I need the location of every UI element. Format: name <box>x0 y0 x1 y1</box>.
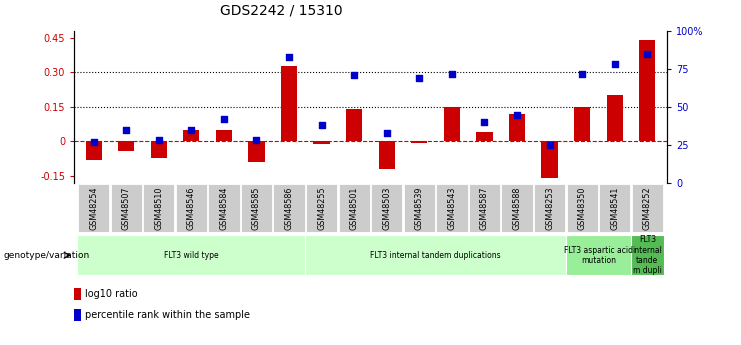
Point <box>185 127 197 132</box>
Point <box>348 72 360 78</box>
Text: GSM48501: GSM48501 <box>350 186 359 229</box>
Text: GSM48254: GSM48254 <box>89 186 98 230</box>
Text: GSM48253: GSM48253 <box>545 186 554 230</box>
Bar <box>574 107 591 141</box>
Bar <box>444 107 460 141</box>
Bar <box>281 66 297 141</box>
Text: GSM48252: GSM48252 <box>643 186 652 230</box>
Point <box>544 142 556 148</box>
Bar <box>371 184 402 232</box>
Bar <box>150 141 167 158</box>
Bar <box>566 235 631 275</box>
Text: GSM48503: GSM48503 <box>382 186 391 229</box>
Bar <box>599 184 631 232</box>
Text: GSM48541: GSM48541 <box>611 186 619 229</box>
Bar <box>339 184 370 232</box>
Text: GSM48539: GSM48539 <box>415 186 424 230</box>
Bar <box>411 141 428 142</box>
Point <box>642 51 654 57</box>
Text: GSM48587: GSM48587 <box>480 186 489 230</box>
Text: GSM48586: GSM48586 <box>285 186 293 229</box>
Bar <box>208 184 239 232</box>
Bar <box>248 141 265 162</box>
Bar <box>306 184 337 232</box>
Bar <box>176 184 207 232</box>
Text: GSM48255: GSM48255 <box>317 186 326 230</box>
Bar <box>74 288 82 300</box>
Bar <box>476 132 493 141</box>
Bar <box>85 141 102 160</box>
Bar <box>183 130 199 141</box>
Text: GSM48584: GSM48584 <box>219 186 228 229</box>
Text: FLT3 internal tandem duplications: FLT3 internal tandem duplications <box>370 251 501 260</box>
Text: GSM48507: GSM48507 <box>122 186 130 230</box>
Text: log10 ratio: log10 ratio <box>84 289 137 299</box>
Bar <box>632 184 663 232</box>
Bar <box>74 309 82 321</box>
Bar <box>509 114 525 141</box>
Bar <box>118 141 134 151</box>
Text: GSM48543: GSM48543 <box>448 186 456 229</box>
Text: GSM48546: GSM48546 <box>187 186 196 229</box>
Bar <box>77 235 305 275</box>
Text: FLT3 wild type: FLT3 wild type <box>164 251 219 260</box>
Point <box>153 138 165 143</box>
Point <box>218 116 230 122</box>
Text: GDS2242 / 15310: GDS2242 / 15310 <box>220 3 343 17</box>
Bar <box>607 96 623 141</box>
Bar <box>143 184 174 232</box>
Point <box>283 54 295 60</box>
Text: GSM48585: GSM48585 <box>252 186 261 230</box>
Text: GSM48588: GSM48588 <box>513 186 522 229</box>
Point <box>87 139 99 145</box>
Text: GSM48510: GSM48510 <box>154 186 163 229</box>
Text: percentile rank within the sample: percentile rank within the sample <box>84 310 250 320</box>
Point <box>413 75 425 81</box>
Bar <box>639 40 656 141</box>
Bar <box>542 141 558 178</box>
Bar <box>631 235 664 275</box>
Bar <box>110 184 142 232</box>
Bar <box>567 184 598 232</box>
Bar <box>502 184 533 232</box>
Point <box>479 119 491 125</box>
Bar <box>305 235 566 275</box>
Bar <box>241 184 272 232</box>
Text: FLT3 aspartic acid
mutation: FLT3 aspartic acid mutation <box>564 246 633 265</box>
Point <box>250 138 262 143</box>
Bar <box>346 109 362 141</box>
Point <box>381 130 393 136</box>
Point <box>609 62 621 67</box>
Bar <box>313 141 330 144</box>
Bar <box>78 184 109 232</box>
Bar <box>216 130 232 141</box>
Bar <box>273 184 305 232</box>
Point <box>316 122 328 128</box>
Text: FLT3
internal
tande
m dupli: FLT3 internal tande m dupli <box>632 235 662 275</box>
Text: genotype/variation: genotype/variation <box>4 251 90 260</box>
Bar <box>379 141 395 169</box>
Point <box>120 127 132 132</box>
Point <box>511 112 523 117</box>
Text: GSM48350: GSM48350 <box>578 186 587 229</box>
Bar <box>436 184 468 232</box>
Point <box>576 71 588 76</box>
Bar <box>469 184 500 232</box>
Bar <box>404 184 435 232</box>
Bar <box>534 184 565 232</box>
Point <box>446 71 458 76</box>
